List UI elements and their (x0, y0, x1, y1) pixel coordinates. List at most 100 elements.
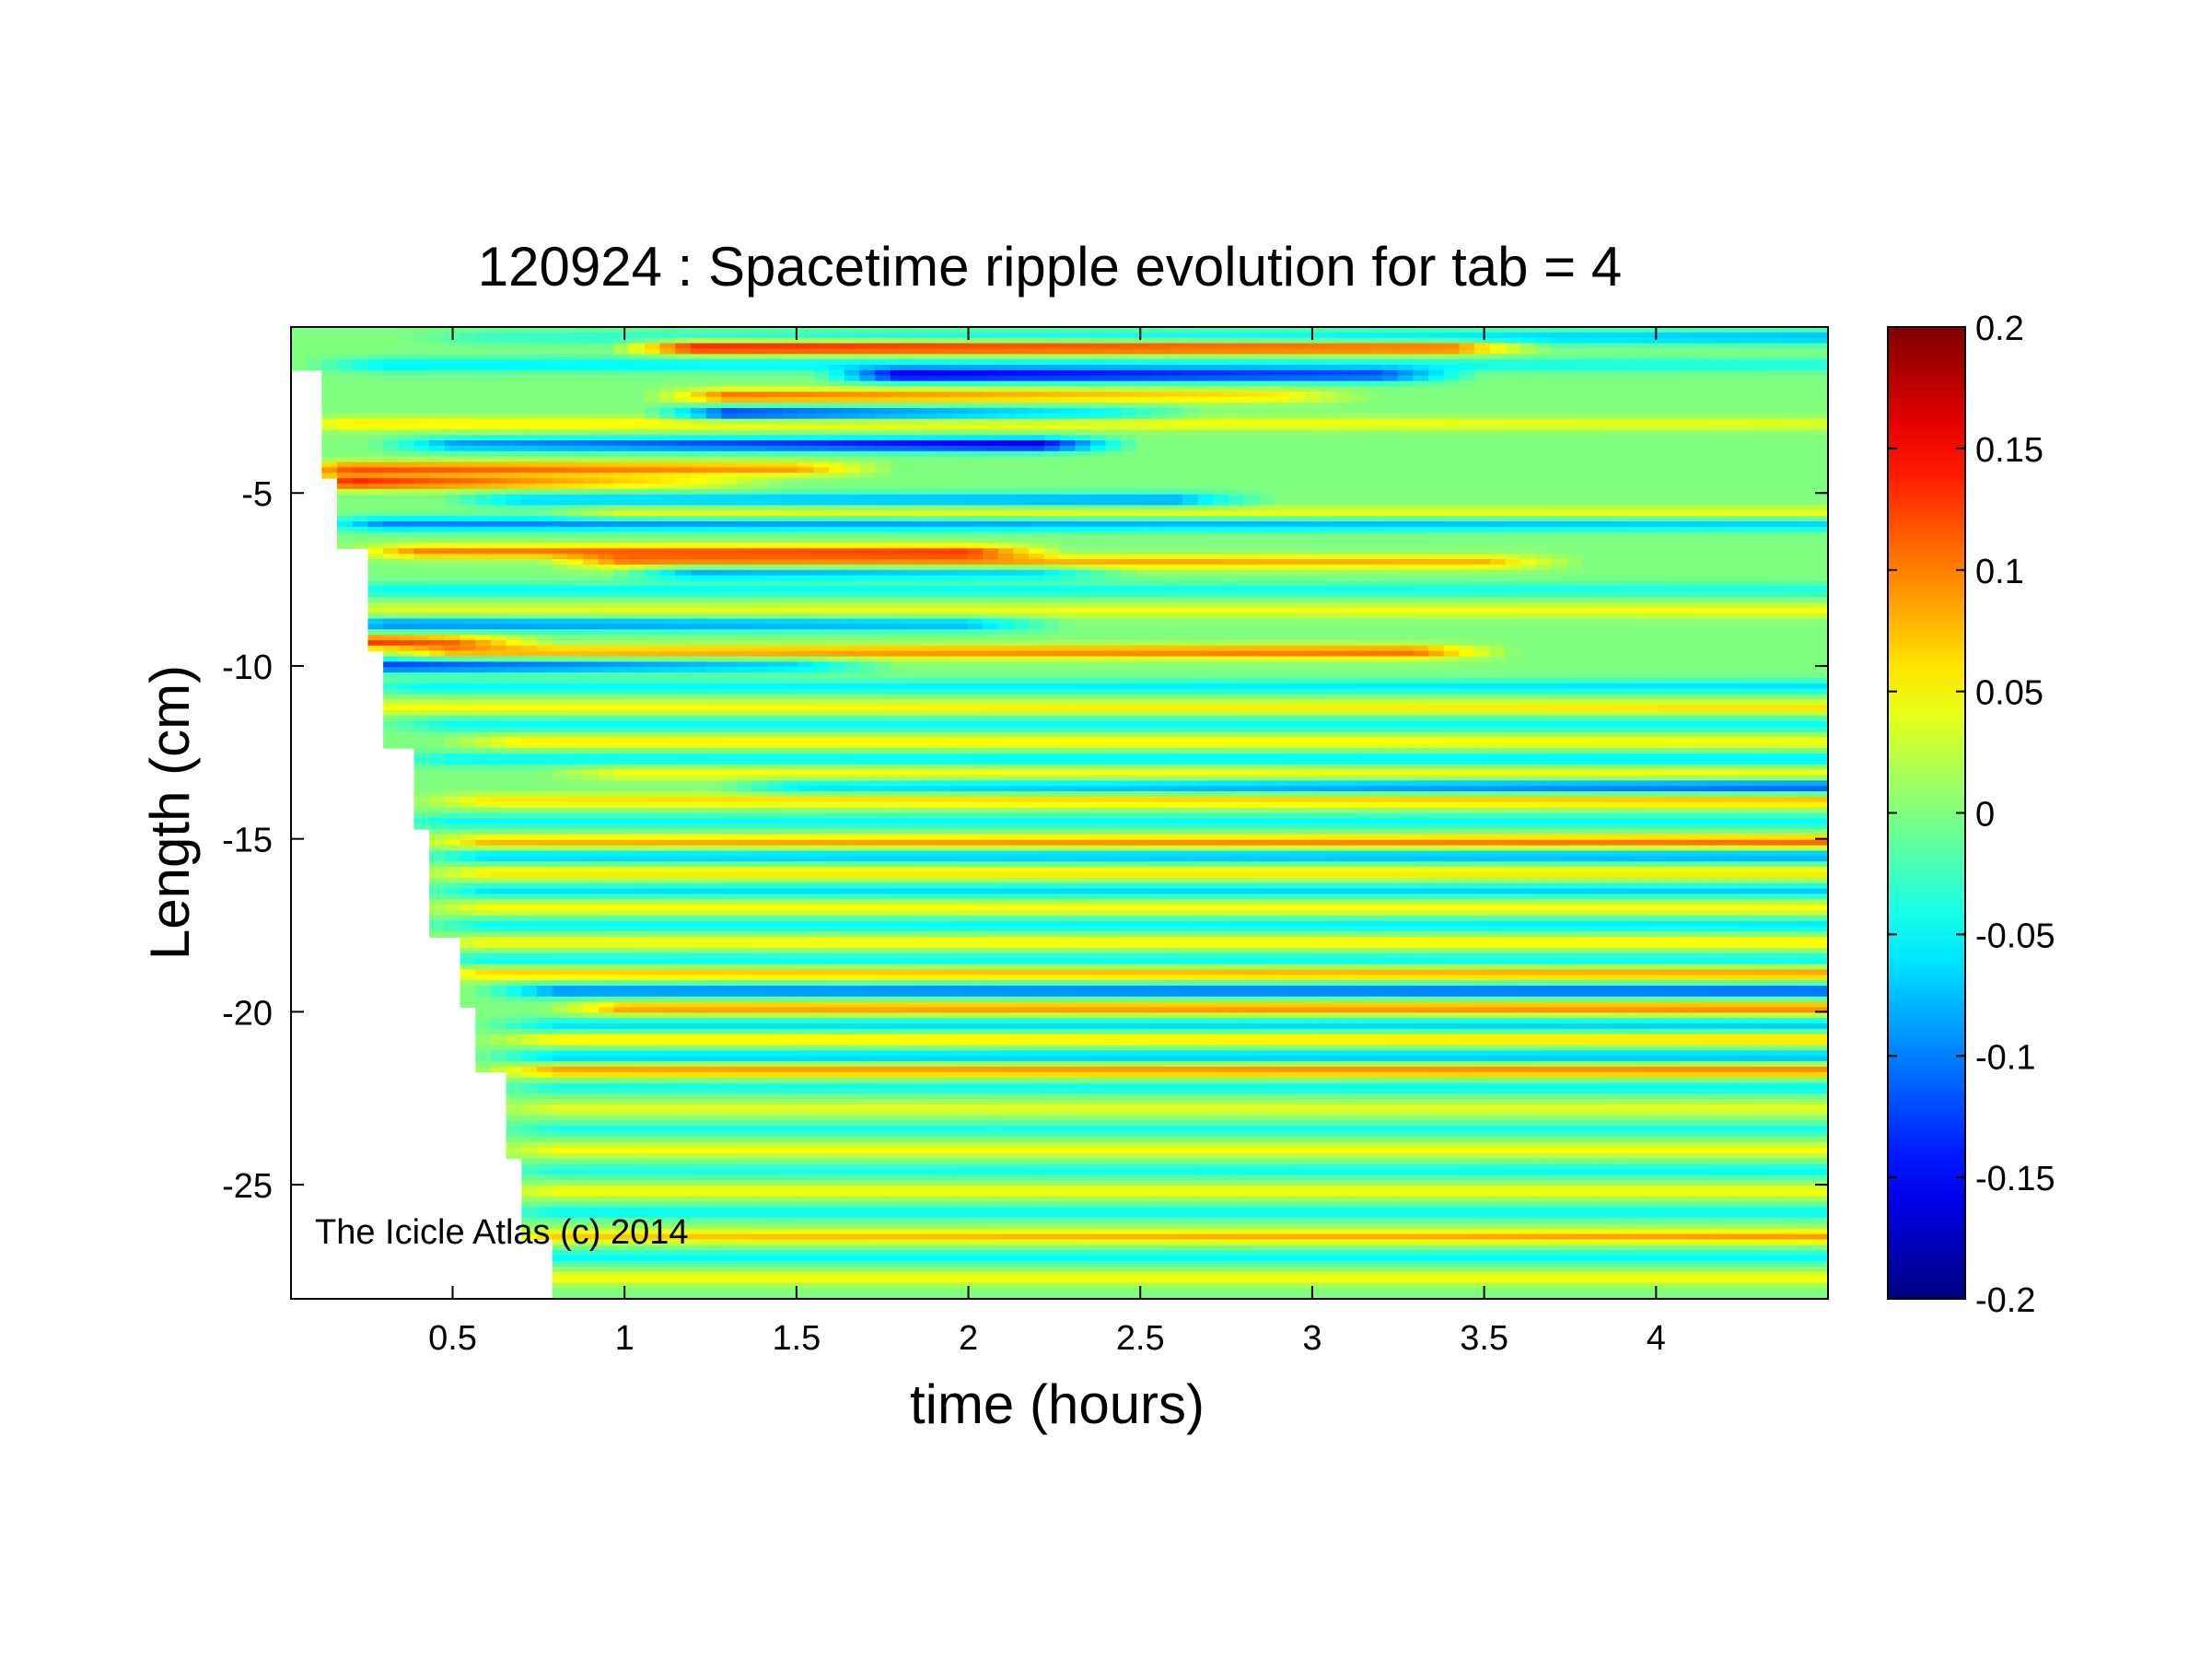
heatmap-cell (1043, 488, 1061, 496)
heatmap-cell (829, 391, 845, 398)
heatmap-cell (1551, 445, 1567, 452)
heatmap-cell (1135, 327, 1153, 333)
heatmap-cell (690, 483, 707, 490)
heatmap-cell (1474, 461, 1491, 468)
heatmap-cell (875, 397, 891, 403)
heatmap-cell (1167, 429, 1183, 436)
heatmap-cell (1505, 445, 1521, 452)
heatmap-cell (1628, 548, 1645, 555)
heatmap-cell (951, 450, 968, 458)
heatmap-cell (1812, 337, 1828, 345)
heatmap-cell (1643, 445, 1660, 452)
heatmap-cell (1751, 467, 1767, 473)
heatmap-cell (613, 580, 630, 587)
heatmap-cell (1197, 537, 1214, 544)
heatmap-cell (1612, 365, 1629, 371)
heatmap-cell (521, 403, 538, 409)
heatmap-cell (1459, 591, 1475, 598)
heatmap-cell (859, 510, 876, 517)
heatmap-cell (1459, 407, 1475, 415)
heatmap-cell (444, 424, 461, 430)
heatmap-cell (1581, 543, 1599, 549)
heatmap-cell (1182, 478, 1199, 485)
heatmap-cell (797, 365, 815, 371)
heatmap-cell (1151, 424, 1168, 430)
heatmap-cell (1643, 467, 1660, 473)
heatmap-cell (490, 456, 507, 463)
heatmap-cell (567, 343, 584, 350)
heatmap-cell (1059, 354, 1076, 360)
heatmap-cell (1705, 418, 1721, 426)
heatmap-cell (1059, 543, 1076, 549)
heatmap-cell (1459, 569, 1475, 577)
heatmap-cell (721, 499, 738, 507)
heatmap-cell (1182, 403, 1199, 409)
heatmap-cell (1581, 564, 1599, 571)
heatmap-cell (1735, 327, 1752, 333)
heatmap-cell (967, 473, 984, 479)
heatmap-cell (1259, 407, 1275, 415)
heatmap-cell (1459, 332, 1475, 339)
heatmap-cell (1121, 521, 1137, 528)
heatmap-cell (890, 418, 907, 426)
heatmap-cell (859, 505, 876, 511)
heatmap-cell (1781, 456, 1799, 463)
heatmap-cell (1489, 369, 1507, 377)
heatmap-cell (383, 435, 400, 441)
heatmap-cell (429, 526, 446, 533)
heatmap-cell (936, 580, 953, 587)
heatmap-cell (1121, 461, 1137, 468)
heatmap-cell (506, 602, 522, 609)
heatmap-cell (813, 359, 830, 366)
heatmap-cell (460, 494, 476, 501)
heatmap-cell (1228, 505, 1245, 511)
heatmap-cell (1121, 327, 1137, 333)
heatmap-cell (829, 543, 845, 549)
heatmap-cell (997, 456, 1015, 463)
heatmap-cell (1413, 483, 1429, 490)
heatmap-cell (797, 407, 815, 415)
heatmap-cell (967, 499, 984, 507)
heatmap-cell (1305, 407, 1321, 415)
heatmap-cell (936, 429, 953, 436)
heatmap-cell (1213, 429, 1229, 436)
heatmap-cell (983, 467, 999, 473)
heatmap-cell (1321, 369, 1337, 377)
heatmap-cell (890, 461, 907, 468)
heatmap-cell (1566, 521, 1583, 528)
heatmap-cell (1766, 413, 1783, 420)
heatmap-cell (1474, 413, 1491, 420)
heatmap-cell (1520, 407, 1537, 415)
heatmap-cell (629, 575, 646, 582)
heatmap-cell (475, 359, 492, 366)
heatmap-cell (321, 424, 338, 430)
heatmap-cell (521, 380, 538, 388)
heatmap-cell (1167, 586, 1183, 592)
heatmap-cell (1043, 332, 1061, 339)
heatmap-cell (1612, 386, 1629, 392)
heatmap-cell (1351, 467, 1368, 473)
heatmap-cell (629, 602, 646, 609)
heatmap-cell (598, 532, 615, 539)
heatmap-cell (690, 510, 707, 517)
heatmap-cell (1812, 591, 1828, 598)
heatmap-cell (797, 564, 815, 571)
heatmap-cell (1535, 413, 1553, 420)
heatmap-cell (1029, 413, 1045, 420)
heatmap-cell (675, 375, 692, 382)
heatmap-cell (1105, 461, 1122, 468)
heatmap-cell (1381, 488, 1399, 496)
heatmap-cell (997, 499, 1015, 507)
heatmap-cell (413, 450, 430, 458)
heatmap-cell (951, 435, 968, 441)
heatmap-cell (875, 597, 891, 603)
heatmap-cell (613, 543, 630, 549)
heatmap-cell (1628, 369, 1645, 377)
heatmap-cell (1751, 397, 1767, 403)
heatmap-cell (1566, 380, 1583, 388)
heatmap-cell (1059, 505, 1076, 511)
heatmap-cell (1643, 407, 1660, 415)
heatmap-cell (767, 429, 784, 436)
heatmap-cell (490, 505, 507, 511)
heatmap-cell (321, 397, 338, 403)
